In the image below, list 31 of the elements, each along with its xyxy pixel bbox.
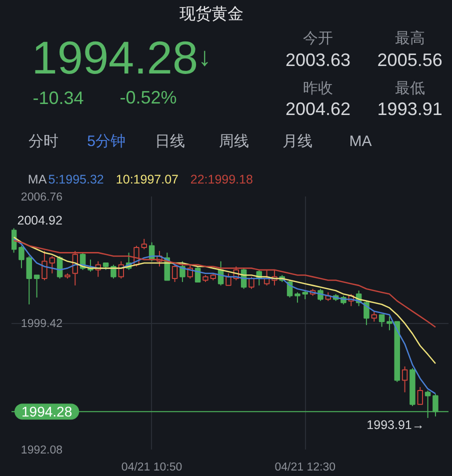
text: 10:1997.07: [116, 172, 179, 186]
y-tick-label: 1992.08: [20, 444, 63, 456]
text: -0.52%: [120, 88, 177, 108]
text: ↓: [198, 42, 212, 72]
annotation: 2004.92: [17, 214, 62, 228]
text: 5分钟: [87, 133, 126, 150]
text: MA: [349, 133, 372, 150]
text: 22:1999.18: [190, 172, 253, 186]
text: 周线: [218, 133, 249, 150]
text: 今开: [302, 30, 333, 47]
legend-title: MA: [28, 172, 48, 186]
text: 2005.56: [377, 50, 442, 70]
text: 分时: [28, 133, 58, 150]
text: 2003.63: [285, 50, 351, 70]
x-tick-label: 04/21 10:50: [121, 462, 182, 474]
ref-line-label: 1994.28: [22, 404, 72, 420]
y-tick-label: 2006.76: [20, 192, 63, 204]
text: 5:1995.32: [48, 172, 104, 186]
text: -10.34: [32, 88, 84, 108]
text: 1993.91: [377, 99, 442, 119]
text: 2004.62: [285, 99, 351, 119]
x-tick-label: 04/21 12:30: [274, 462, 336, 474]
text: 昨收: [302, 80, 333, 97]
chart-title: 现货黄金: [180, 5, 244, 23]
text: 月线: [282, 133, 313, 150]
text: 最高: [394, 30, 425, 47]
annotation: 1993.91→: [366, 418, 424, 432]
text: 1994.28: [32, 32, 198, 84]
text: 最低: [394, 80, 425, 97]
y-tick-label: 1999.42: [20, 318, 63, 330]
text: 日线: [155, 133, 186, 150]
